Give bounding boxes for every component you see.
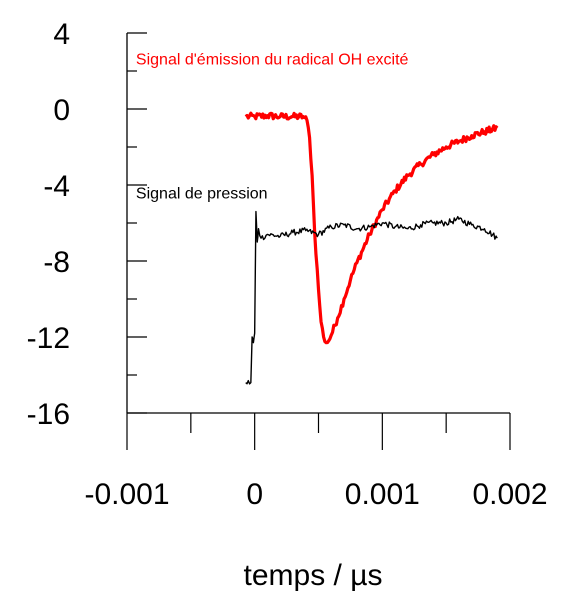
- tick-labels: 4 0 -4 -8 -12 -16 -0.001 0 0.001 0.002: [27, 18, 548, 511]
- annotation-1: Signal d'émission du radical OH excité: [136, 51, 409, 68]
- annotations: Signal d'émission du radical OH excité Si…: [136, 51, 409, 202]
- y-tick-label: -12: [27, 322, 70, 355]
- y-tick-label: 4: [53, 18, 70, 51]
- series-line-2: [245, 210, 498, 385]
- series-line-1: [244, 111, 499, 345]
- annotation-2: Signal de pression: [136, 185, 268, 202]
- x-tick-label: 0.001: [345, 478, 420, 511]
- x-tick-label: -0.001: [84, 478, 169, 511]
- x-tick-label: 0: [246, 478, 263, 511]
- y-tick-label: -4: [43, 170, 70, 203]
- x-axis-label: temps / µs: [244, 559, 383, 591]
- y-tick-label: 0: [53, 94, 70, 127]
- x-tick-label: 0.002: [472, 478, 547, 511]
- series-layer: [244, 111, 499, 385]
- y-tick-label: -8: [43, 246, 70, 279]
- y-tick-label: -16: [27, 398, 70, 431]
- axes: [126, 32, 511, 450]
